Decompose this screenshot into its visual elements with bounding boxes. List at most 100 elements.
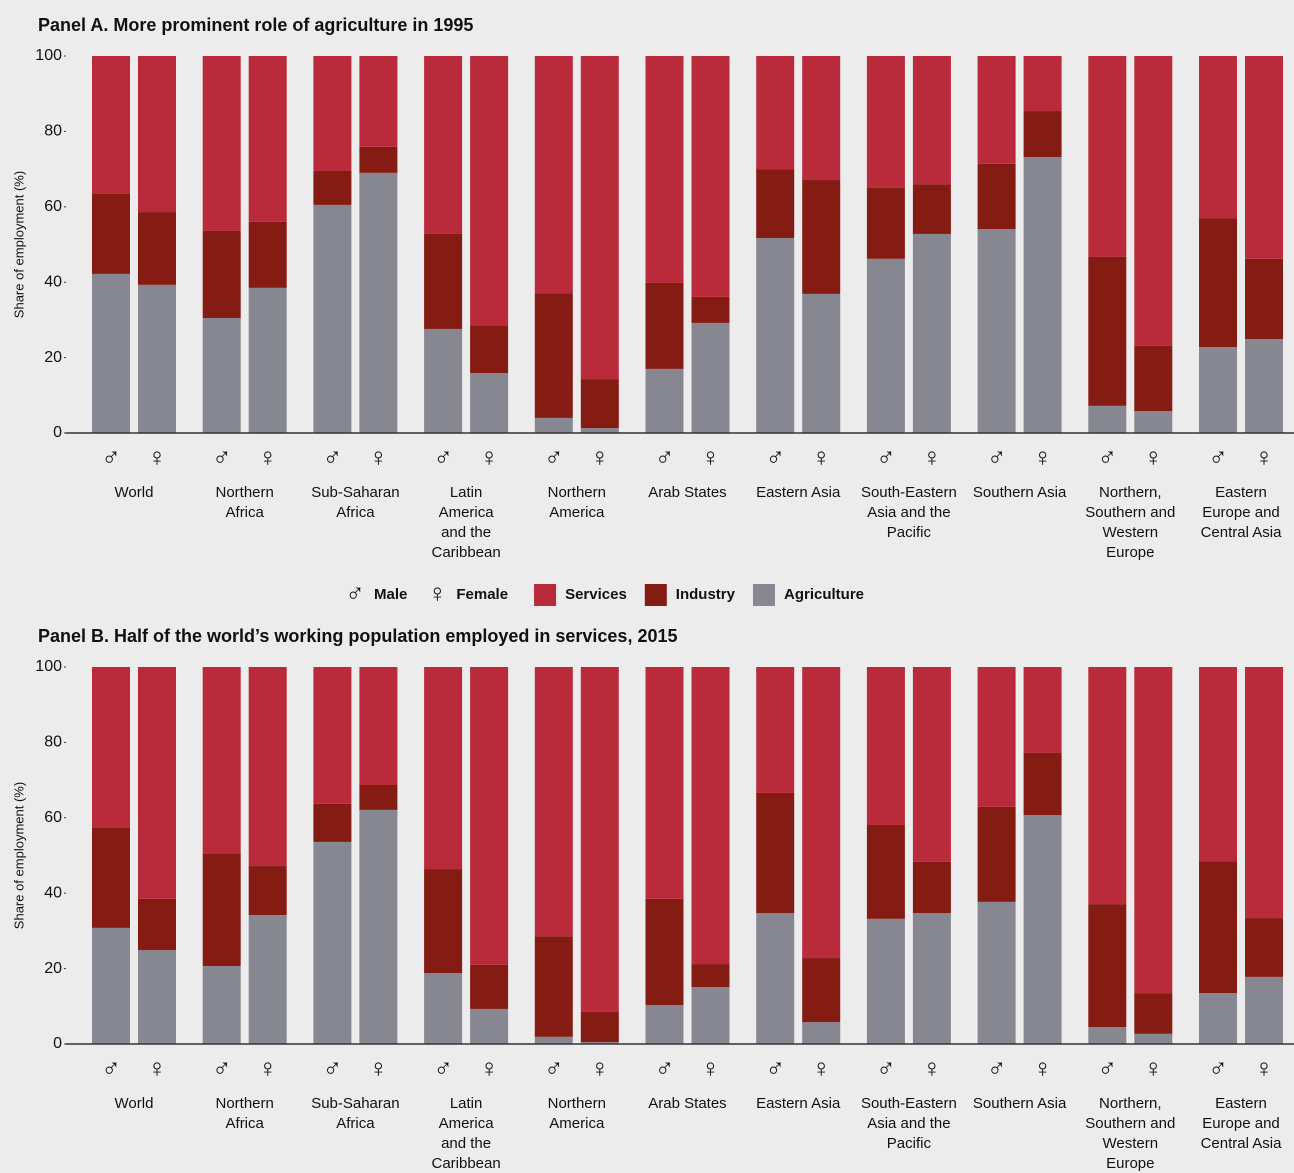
- sex-symbol: ♂: [765, 442, 785, 472]
- category-label-box: Latin America and the Caribbean: [431, 484, 500, 561]
- x-tick-label: Sub-Saharan Africa: [311, 484, 400, 521]
- bar-segment: [1088, 256, 1127, 406]
- bar-segment: [1245, 339, 1283, 433]
- sex-symbol: ♀: [258, 1053, 278, 1083]
- bar-segment: [1023, 667, 1062, 753]
- bar-segment: [359, 172, 398, 433]
- bar-segment: [580, 56, 619, 380]
- x-tick-label: South-Eastern Asia and the Pacific: [860, 484, 957, 541]
- y-tick-label: 40: [44, 884, 62, 901]
- bar-segment: [580, 1042, 619, 1044]
- bar-segment: [92, 927, 130, 1044]
- bar-segment: [977, 901, 1016, 1044]
- y-tick-label: 0: [53, 424, 62, 441]
- bar-segment: [1088, 667, 1127, 905]
- category-label-box: Northern, Southern and Western Europe: [1085, 484, 1176, 561]
- bar-segment: [1245, 56, 1283, 259]
- sex-symbol: ♀: [1144, 1053, 1164, 1083]
- bar-segment: [866, 918, 905, 1044]
- category-label-box: Eastern Europe and Central Asia: [1200, 484, 1282, 541]
- legend-label: Industry: [676, 586, 736, 603]
- bar-segment: [534, 667, 573, 937]
- bar-segment: [248, 221, 287, 288]
- category-label-box: Eastern Asia: [756, 484, 841, 501]
- bar-segment: [912, 184, 951, 234]
- bar-segment: [866, 187, 905, 259]
- legend-label: Female: [456, 586, 508, 603]
- x-tick-label: Northern Africa: [215, 1095, 274, 1132]
- bar-segment: [802, 56, 841, 181]
- bar-segment: [866, 667, 905, 825]
- sex-symbol: ♀: [922, 442, 942, 472]
- bar-segment: [313, 170, 352, 205]
- bar-segment: [534, 56, 573, 294]
- bar-segment: [470, 964, 509, 1009]
- category-label-box: World: [114, 484, 154, 501]
- x-tick-label: Eastern Asia: [756, 484, 841, 501]
- x-tick-label: Eastern Europe and Central Asia: [1200, 484, 1282, 541]
- bar-segment: [424, 233, 463, 329]
- y-tick-label: 80: [44, 123, 62, 140]
- bar-segment: [802, 293, 841, 433]
- bar-segment: [912, 56, 951, 185]
- legend-swatch: [534, 584, 557, 606]
- x-tick-label: Arab States: [648, 484, 727, 501]
- bar-segment: [977, 56, 1016, 164]
- category-label-box: Northern, Southern and Western Europe: [1085, 1095, 1175, 1172]
- sex-symbol: ♂: [323, 442, 343, 472]
- category-label-box: Sub-Saharan Africa: [311, 1095, 399, 1132]
- sex-symbol: ♂: [876, 1053, 896, 1083]
- x-tick-label: Southern Asia: [972, 1095, 1067, 1112]
- bar-segment: [202, 56, 241, 231]
- x-tick-label: World: [114, 484, 154, 501]
- sex-symbol: ♀: [479, 442, 499, 472]
- bar-segment: [645, 56, 684, 283]
- y-tick-label: 60: [44, 809, 62, 826]
- legend-label: Male: [374, 586, 407, 603]
- bar-segment: [1199, 218, 1237, 348]
- bar-segment: [645, 282, 684, 369]
- bar-segment: [534, 417, 573, 433]
- bar-segment: [756, 238, 795, 433]
- sex-symbol: ♂: [101, 442, 121, 472]
- sex-symbol: ♂: [433, 442, 453, 472]
- bar-segment: [802, 958, 841, 1023]
- bar-segment: [912, 861, 951, 914]
- bar-segment: [138, 284, 176, 433]
- sex-symbol: ♀: [1254, 1053, 1274, 1083]
- bar-segment: [534, 1036, 573, 1044]
- bar-segment: [1245, 258, 1283, 340]
- legend-label: Services: [565, 586, 627, 603]
- sex-symbol: ♀: [922, 1053, 942, 1083]
- bar-segment: [580, 1011, 619, 1043]
- bar-segment: [580, 428, 619, 433]
- bar-segment: [359, 146, 398, 173]
- bar-segment: [138, 898, 176, 951]
- sex-symbol: ♂: [544, 442, 564, 472]
- x-tick-label: Northern, Southern and Western Europe: [1085, 484, 1176, 561]
- bar-segment: [92, 56, 130, 194]
- bar-segment: [470, 325, 509, 374]
- bar-segment: [802, 667, 841, 959]
- y-axis-label: Share of employment (%): [11, 782, 26, 929]
- category-label-box: Northern Africa: [215, 1095, 274, 1132]
- category-label-box: World: [115, 1095, 154, 1112]
- y-tick-label: 0: [53, 1035, 62, 1052]
- bar-segment: [313, 841, 352, 1044]
- sex-symbol: ♀: [701, 1053, 721, 1083]
- bar-segment: [1134, 345, 1173, 412]
- bar-segment: [92, 273, 130, 433]
- y-tick-label: 80: [44, 734, 62, 751]
- bar-segment: [977, 229, 1016, 433]
- bar-segment: [92, 193, 130, 274]
- legend-label: Agriculture: [784, 586, 864, 603]
- y-tick-label: 20: [44, 349, 62, 366]
- bar-segment: [1245, 918, 1283, 977]
- bar-segment: [756, 56, 795, 170]
- x-tick-label: Southern Asia: [972, 484, 1067, 501]
- bar-segment: [1199, 667, 1237, 862]
- bar-segment: [691, 667, 730, 965]
- bar-segment: [912, 913, 951, 1044]
- bar-segment: [1134, 1033, 1173, 1044]
- bar-segment: [202, 965, 241, 1044]
